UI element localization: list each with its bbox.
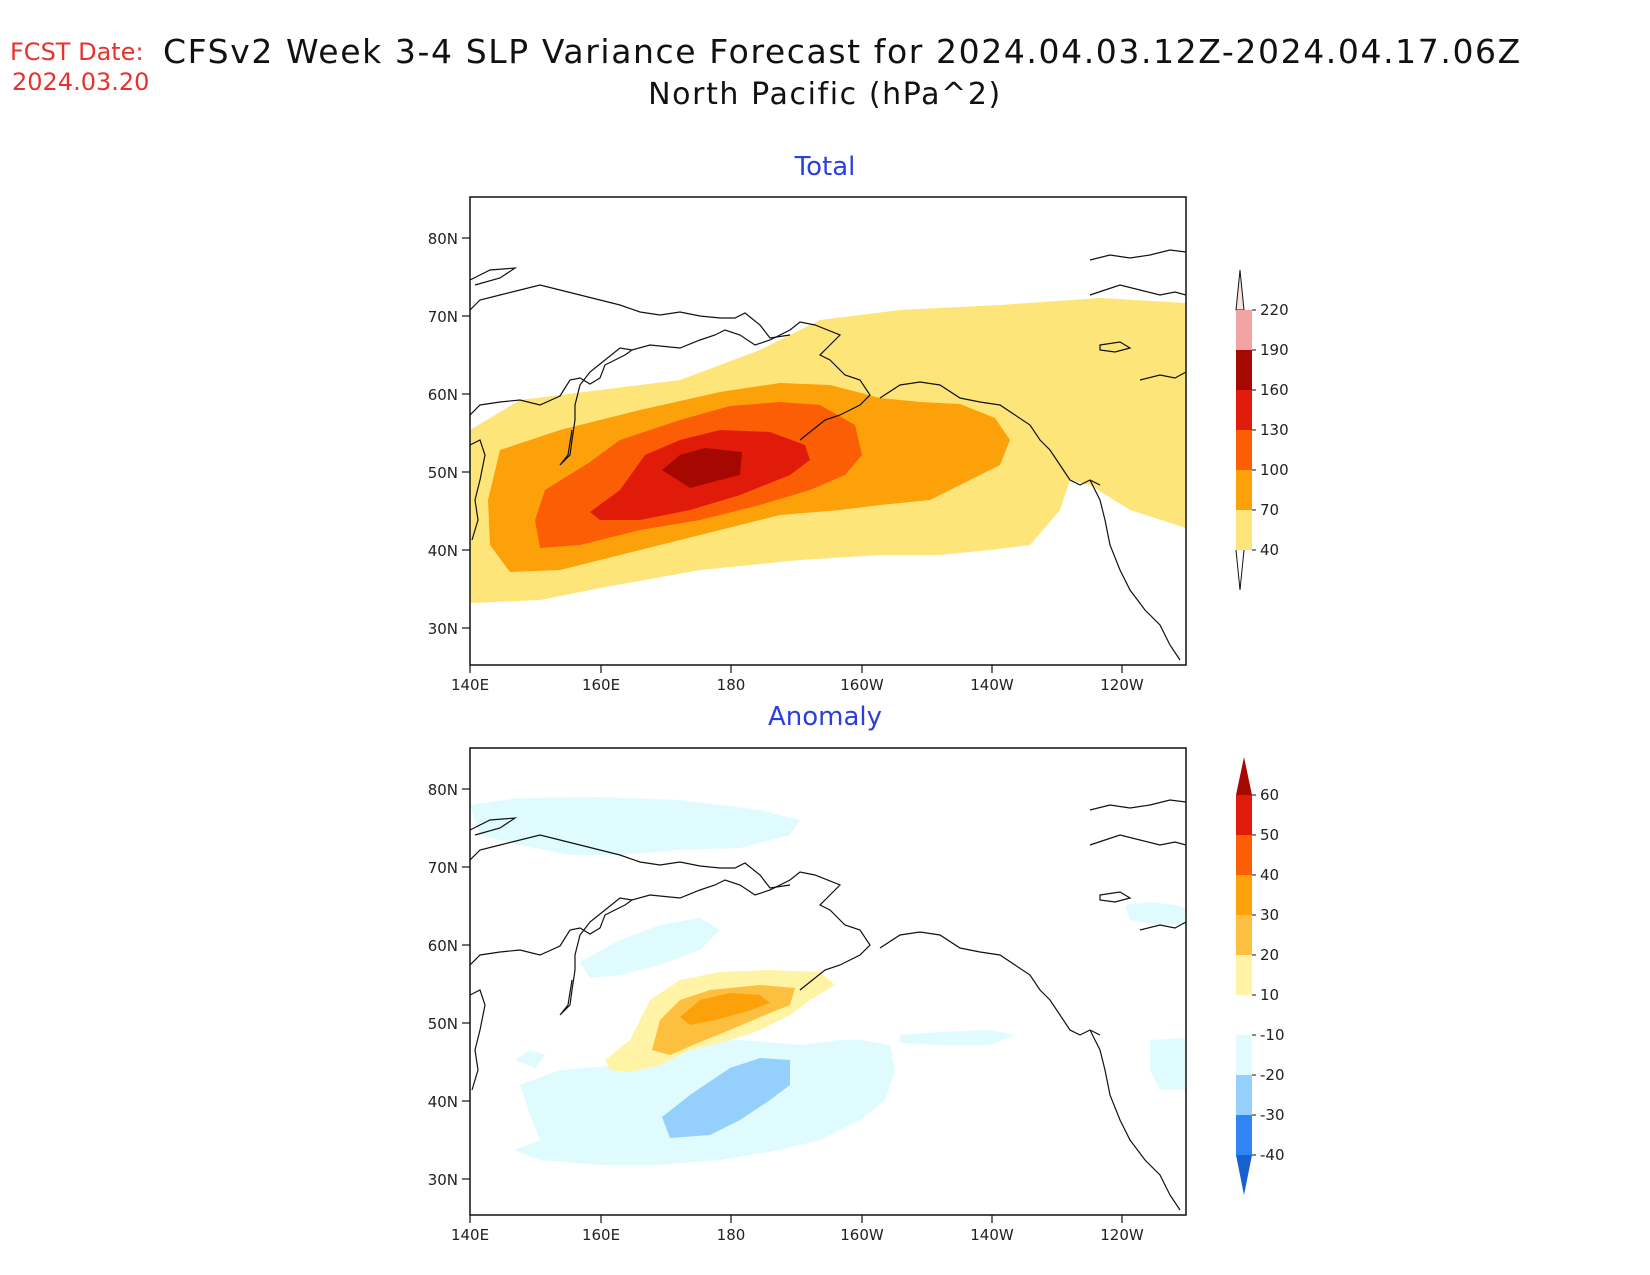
panel-title-total: Total	[794, 152, 856, 182]
lat-label: 70N	[428, 859, 458, 877]
colorbar-label: 100	[1260, 461, 1289, 479]
contour-neg20	[662, 1058, 790, 1138]
lon-label: 140W	[970, 1226, 1014, 1244]
colorbar-swatch	[1236, 350, 1252, 390]
colorbar-swatch	[1236, 795, 1252, 835]
lon-label: 120W	[1100, 676, 1144, 694]
colorbar-swatch	[1236, 1035, 1252, 1075]
main-title: CFSv2 Week 3-4 SLP Variance Forecast for…	[163, 32, 1522, 71]
colorbar-label: 220	[1260, 301, 1289, 319]
colorbar-label: -30	[1260, 1106, 1285, 1124]
subtitle: North Pacific (hPa^2)	[648, 77, 1002, 112]
lon-label: 140E	[451, 676, 489, 694]
colorbar-label: -10	[1260, 1026, 1285, 1044]
lat-label: 60N	[428, 937, 458, 955]
lon-label: 140E	[451, 1226, 489, 1244]
coastlines-anomaly	[470, 799, 1186, 1211]
lat-label: 50N	[428, 464, 458, 482]
forecast-date-label: FCST Date:	[10, 38, 144, 66]
colorbar-label: -20	[1260, 1066, 1285, 1084]
contour-neg10	[1125, 902, 1186, 925]
colorbar-swatch	[1236, 1075, 1252, 1115]
total-contours	[470, 249, 1186, 661]
colorbar-label: 40	[1260, 866, 1279, 884]
colorbar-swatch	[1236, 915, 1252, 955]
colorbar-label: 130	[1260, 421, 1289, 439]
lon-label: 160E	[582, 676, 620, 694]
colorbar-swatch	[1236, 310, 1252, 350]
lat-label: 40N	[428, 1093, 458, 1111]
colorbar-swatch	[1236, 835, 1252, 875]
colorbar-swatch	[1236, 1115, 1252, 1155]
anomaly-colorbar: 60 50 40 30 20 10 -10 -20 -30 -40	[1236, 757, 1285, 1195]
lon-label: 160W	[840, 676, 884, 694]
anomaly-lat-ticks	[462, 788, 470, 1180]
forecast-date-value: 2024.03.20	[12, 68, 150, 96]
colorbar-label: 40	[1260, 541, 1279, 559]
colorbar-label: 30	[1260, 906, 1279, 924]
lat-label: 40N	[428, 542, 458, 560]
contour-160	[662, 448, 742, 488]
colorbar-label: 60	[1260, 786, 1279, 804]
lat-label: 30N	[428, 620, 458, 638]
lon-label: 180	[717, 1226, 746, 1244]
total-lon-ticks	[469, 665, 1123, 673]
panel-title-anomaly: Anomaly	[767, 702, 883, 732]
lat-label: 80N	[428, 230, 458, 248]
lat-label: 70N	[428, 308, 458, 326]
colorbar-swatch	[1236, 510, 1252, 550]
coastlines-total	[470, 249, 1186, 661]
total-lat-ticks	[462, 237, 470, 629]
anomaly-lon-ticks	[469, 1215, 1123, 1223]
colorbar-label: 20	[1260, 946, 1279, 964]
lon-label: 180	[717, 676, 746, 694]
total-map-frame	[469, 196, 1187, 666]
lon-label: 120W	[1100, 1226, 1144, 1244]
anomaly-map-frame	[469, 747, 1187, 1216]
colorbar-label: 10	[1260, 986, 1279, 1004]
lat-label: 60N	[428, 386, 458, 404]
lon-label: 140W	[970, 676, 1014, 694]
lat-label: 50N	[428, 1015, 458, 1033]
colorbar-cap-bottom	[1235, 549, 1245, 591]
colorbar-swatch	[1236, 470, 1252, 510]
contour-30	[680, 993, 770, 1025]
colorbar-label: 50	[1260, 826, 1279, 844]
colorbar-cap-top	[1236, 757, 1252, 795]
colorbar-swatch	[1236, 955, 1252, 995]
contour-neg10	[515, 1050, 545, 1068]
colorbar-cap-top	[1235, 269, 1245, 311]
lon-label: 160W	[840, 1226, 884, 1244]
contour-neg10	[900, 1030, 1015, 1045]
colorbar-cap-bottom	[1236, 1155, 1252, 1195]
anomaly-contours	[470, 797, 1186, 1211]
total-map: 80N 70N 60N 50N 40N 30N 140E 160E 180 16…	[428, 196, 1289, 694]
colorbar-label: 70	[1260, 501, 1279, 519]
colorbar-label: 190	[1260, 341, 1289, 359]
colorbar-label: 160	[1260, 381, 1289, 399]
colorbar-swatch	[1236, 390, 1252, 430]
colorbar-swatch	[1236, 430, 1252, 470]
lat-label: 30N	[428, 1171, 458, 1189]
lon-label: 160E	[582, 1226, 620, 1244]
anomaly-map: 80N 70N 60N 50N 40N 30N 140E 160E 180 16…	[428, 747, 1285, 1244]
colorbar-swatch	[1236, 875, 1252, 915]
contour-neg10	[470, 797, 800, 855]
lat-label: 80N	[428, 781, 458, 799]
colorbar-label: -40	[1260, 1146, 1285, 1164]
contour-neg10	[580, 918, 720, 978]
contour-neg10	[1150, 1038, 1186, 1090]
colorbar-swatch	[1236, 995, 1252, 1035]
total-colorbar: 220 190 160 130 100 70 40	[1235, 269, 1289, 591]
